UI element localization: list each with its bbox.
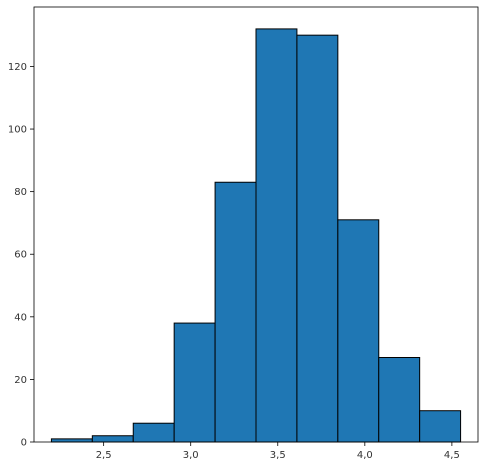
histogram-bar	[91, 435, 134, 443]
axes-layer: 2,5 3,0 3,5 4,0 4,5 0 20 40 60 80 100 120	[8, 6, 479, 461]
histogram-bar	[419, 410, 462, 443]
histogram-bar	[255, 28, 298, 443]
x-tick-label: 4,0	[357, 450, 373, 461]
y-tick-label: 40	[14, 312, 27, 323]
y-tick-label: 0	[21, 438, 27, 449]
histogram-bar	[337, 219, 380, 443]
y-tick-label: 20	[14, 375, 27, 386]
histogram-bar	[132, 422, 175, 443]
histogram-bar	[296, 34, 339, 443]
histogram-bar	[173, 322, 216, 443]
bars-layer	[50, 28, 462, 443]
y-tick-label: 60	[14, 250, 27, 261]
x-tick-label: 4,5	[444, 450, 460, 461]
histogram-bar	[214, 181, 257, 443]
y-tick-label: 80	[14, 187, 27, 198]
histogram-bar	[378, 357, 421, 443]
axes-frame	[33, 6, 479, 443]
y-tick-label: 100	[8, 125, 27, 136]
x-tick-label: 3,0	[183, 450, 199, 461]
y-tick-label: 120	[8, 62, 27, 73]
histogram-bar	[50, 438, 93, 443]
x-tick-label: 2,5	[96, 450, 112, 461]
x-tick-label: 3,5	[270, 450, 286, 461]
